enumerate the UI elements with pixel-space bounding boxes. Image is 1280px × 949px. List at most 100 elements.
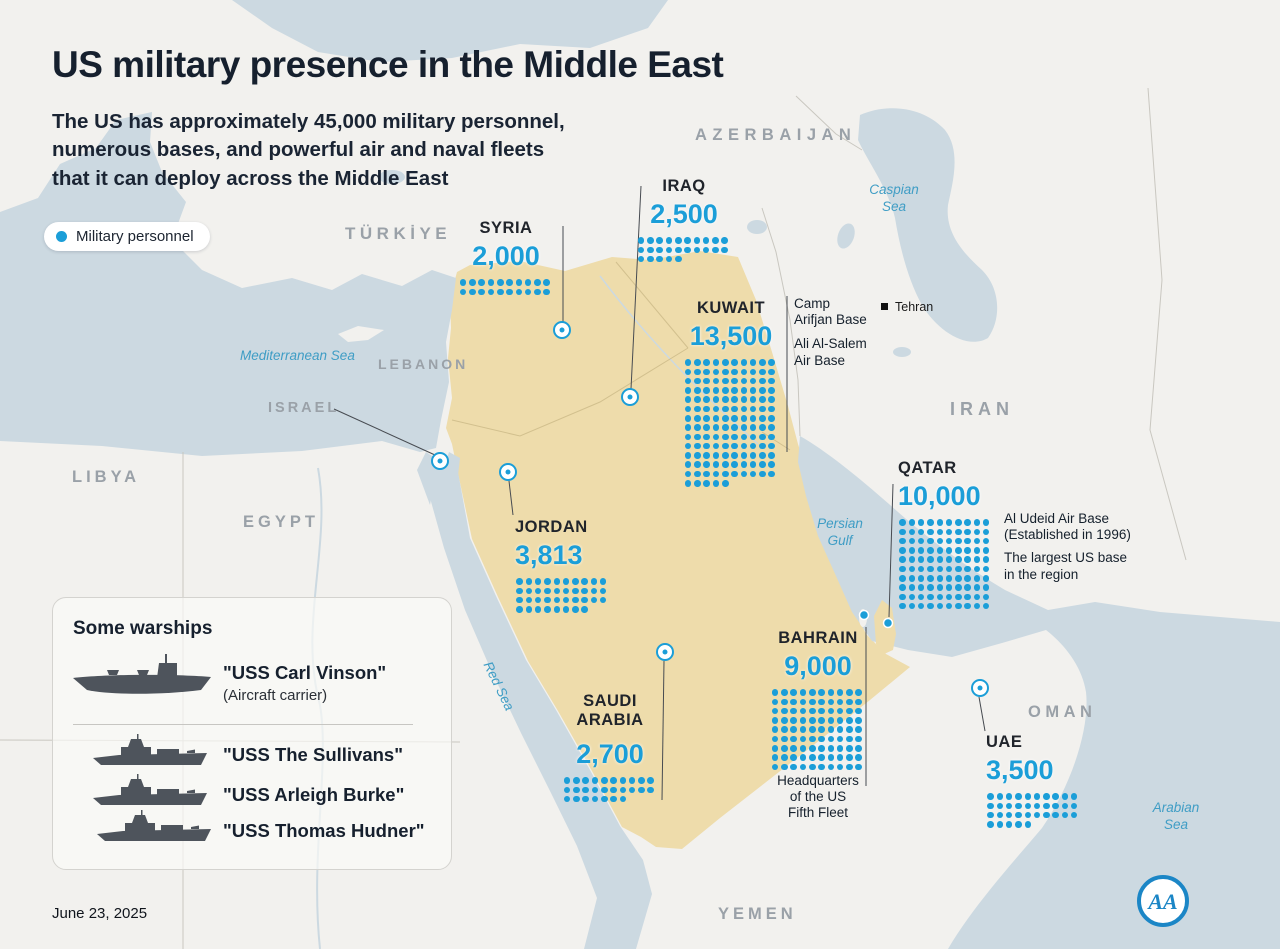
sea-label-mediterranean: Mediterranean Sea	[240, 348, 355, 363]
legend-pill: Military personnel	[44, 222, 210, 251]
ship-name: "USS The Sullivans"	[223, 744, 403, 765]
sea-red	[430, 458, 652, 949]
deployment-kuwait: KUWAIT 13,500	[681, 299, 781, 488]
ship-type: (Aircraft carrier)	[223, 687, 328, 704]
base-note: Ali Al-Salem Air Base	[794, 336, 867, 368]
lake	[747, 220, 767, 234]
qatar-base-notes: Al Udeid Air Base (Established in 1996) …	[1004, 511, 1131, 583]
marker-syria	[553, 321, 571, 339]
marker-uae	[971, 679, 989, 697]
aircraft-carrier-icon	[73, 654, 211, 694]
country-label-lebanon: LEBANON	[378, 356, 469, 372]
leader-line-uae	[978, 696, 986, 732]
kuwait-base-notes: Camp Arifjan Base Ali Al-Salem Air Base	[794, 296, 867, 369]
warships-panel: Some warships "USS Carl Vinson" (Aircraf…	[52, 597, 452, 870]
border-line	[451, 347, 689, 437]
deployment-iraq: IRAQ 2,500	[634, 177, 734, 264]
country-label: KUWAIT	[696, 299, 766, 317]
sea-persian-gulf-arabian	[798, 436, 1280, 949]
personnel-dot-icon	[56, 231, 67, 242]
deployment-uae: UAE 3,500	[986, 733, 1086, 829]
leader-line-qatar	[888, 483, 894, 618]
marker-qatar-pin	[882, 617, 894, 629]
city-label-tehran: Tehran	[895, 300, 934, 314]
warships-title: Some warships	[73, 618, 213, 639]
personnel-count: 13,500	[689, 320, 773, 351]
personnel-count: 2,500	[650, 198, 718, 229]
personnel-count: 9,000	[784, 650, 852, 681]
country-label-oman: OMAN	[1028, 703, 1097, 721]
deployment-saudi-arabia: SAUDI ARABIA 2,700	[560, 692, 660, 804]
personnel-dot-grid	[563, 776, 658, 804]
aa-logo-text: AA	[1146, 889, 1177, 914]
leader-line-israel	[333, 408, 436, 456]
personnel-dot-grid	[637, 236, 732, 264]
country-label-israel: ISRAEL	[268, 400, 340, 416]
marker-iraq	[621, 388, 639, 406]
ship-name: "USS Carl Vinson"	[223, 662, 387, 683]
country-label-libya: LIBYA	[72, 468, 140, 486]
sea-caspian	[858, 108, 998, 342]
destroyer-icon	[97, 810, 211, 841]
leader-line-iraq	[630, 185, 642, 390]
border-line	[761, 431, 791, 451]
marker-bahrain-pin	[858, 609, 870, 621]
sea-mediterranean	[0, 112, 456, 456]
country-label-iran: IRAN	[950, 399, 1014, 419]
cyprus-island	[338, 326, 384, 342]
base-note: Camp Arifjan Base	[794, 296, 867, 328]
deployment-bahrain: BAHRAIN 9,000	[768, 629, 868, 772]
tehran-city-marker	[881, 303, 888, 310]
marker-saudi	[656, 643, 674, 661]
border-line	[761, 207, 801, 437]
country-label: UAE	[986, 733, 1023, 751]
personnel-count: 10,000	[898, 480, 981, 511]
sea-label-persian-gulf: Persian Gulf	[817, 516, 863, 548]
personnel-dot-grid	[771, 688, 866, 772]
country-label-turkiye: TÜRKİYE	[345, 224, 452, 243]
personnel-dot-grid	[684, 358, 779, 488]
page-subtitle: The US has approximately 45,000 military…	[52, 110, 565, 190]
country-label: BAHRAIN	[778, 629, 858, 647]
lake	[893, 347, 911, 357]
country-label-egypt: EGYPT	[243, 513, 319, 531]
bahrain-base-note: Headquarters of the US Fifth Fleet	[777, 773, 859, 821]
lake	[837, 223, 855, 249]
country-label: SYRIA	[479, 219, 533, 237]
deployment-jordan: JORDAN 3,813	[515, 518, 615, 614]
personnel-count: 3,813	[515, 539, 583, 570]
personnel-count: 2,000	[472, 240, 540, 271]
sea-label-arabian: Arabian Sea	[1152, 800, 1200, 832]
aa-agency-logo: AA	[1137, 875, 1189, 927]
destroyer-icon	[93, 774, 207, 805]
marker-israel	[431, 452, 449, 470]
ship-name: "USS Arleigh Burke"	[223, 784, 405, 805]
country-label: SAUDI ARABIA	[576, 692, 644, 729]
border-line	[795, 95, 863, 151]
destroyer-icon	[93, 734, 207, 765]
leader-line-jordan	[508, 480, 514, 516]
river-euphrates	[599, 275, 759, 445]
country-label: JORDAN	[515, 518, 588, 536]
deployment-qatar: QATAR 10,000	[898, 459, 1018, 611]
personnel-dot-grid	[986, 792, 1081, 829]
page-title: US military presence in the Middle East	[52, 44, 724, 85]
base-note: The largest US base in the region	[1004, 550, 1128, 582]
country-label-yemen: YEMEN	[718, 905, 797, 923]
personnel-dot-grid	[459, 278, 554, 297]
leader-line-saudi	[661, 660, 665, 801]
country-label: IRAQ	[662, 177, 706, 195]
sea-black	[232, 0, 668, 62]
deployment-syria: SYRIA 2,000	[456, 219, 556, 297]
personnel-dot-grid	[515, 577, 610, 614]
publish-date: June 23, 2025	[52, 905, 148, 922]
marker-jordan	[499, 463, 517, 481]
legend-label: Military personnel	[76, 228, 194, 245]
divider	[73, 724, 413, 725]
sea-label-red-sea: Red Sea	[480, 659, 518, 713]
country-label: QATAR	[898, 459, 957, 477]
personnel-count: 3,500	[986, 754, 1054, 785]
personnel-dot-grid	[898, 518, 993, 611]
lake	[379, 170, 405, 184]
